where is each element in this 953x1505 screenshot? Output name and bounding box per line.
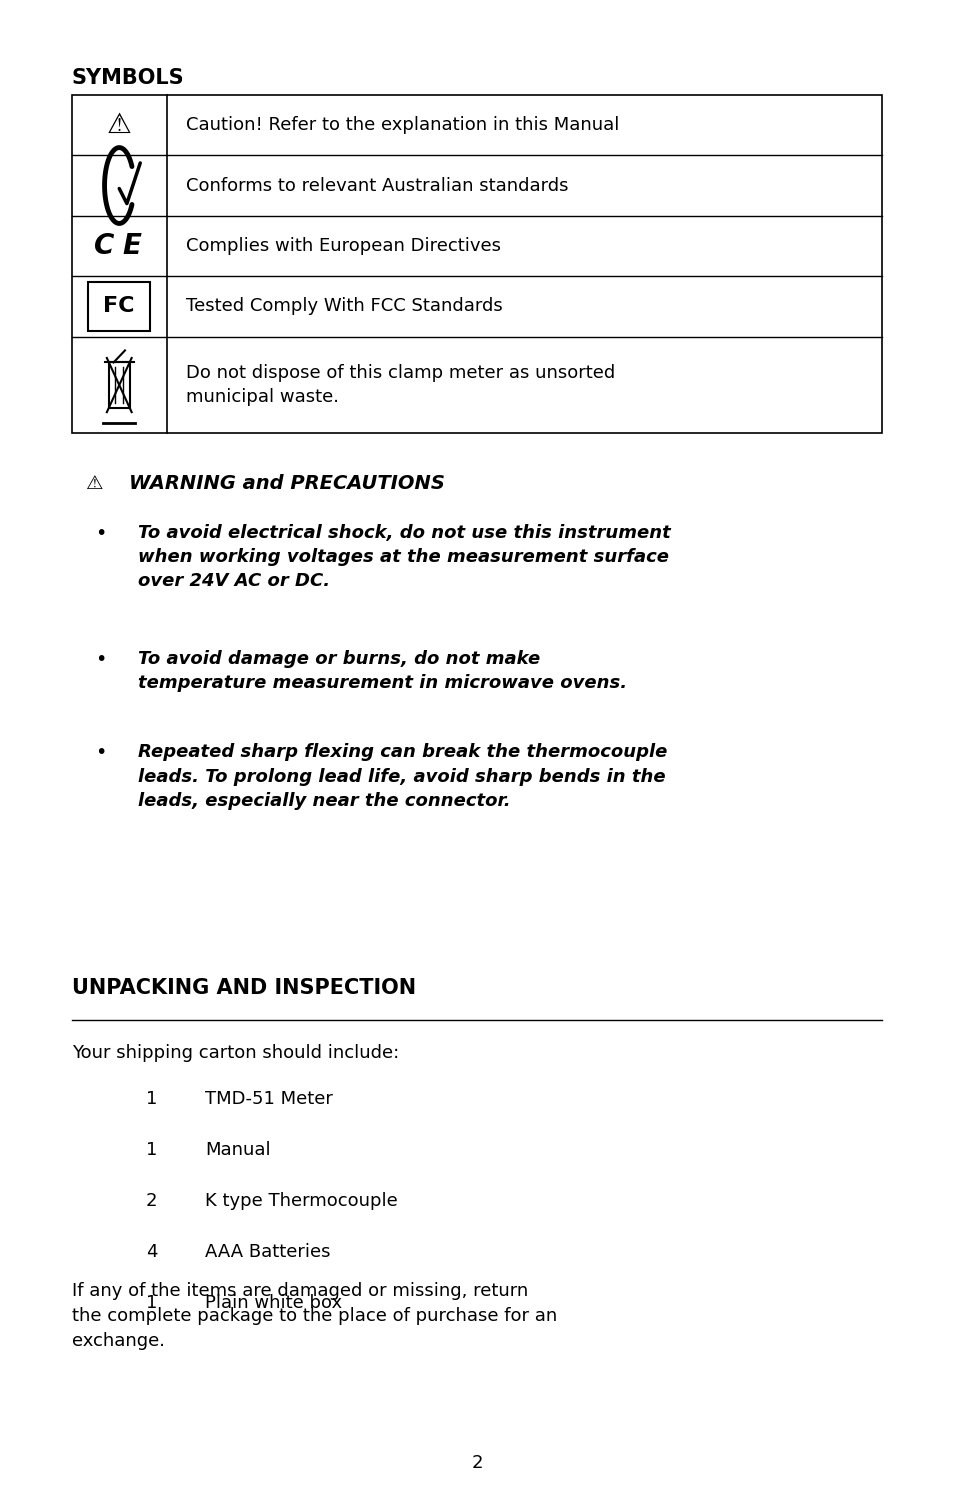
Text: Tested Comply With FCC Standards: Tested Comply With FCC Standards bbox=[186, 298, 502, 316]
Text: •: • bbox=[95, 743, 107, 763]
Bar bbox=[109, 363, 130, 408]
Text: TMD-51 Meter: TMD-51 Meter bbox=[205, 1090, 333, 1108]
Bar bbox=[88, 283, 151, 331]
Text: K type Thermocouple: K type Thermocouple bbox=[205, 1192, 397, 1210]
Text: 2: 2 bbox=[146, 1192, 157, 1210]
Text: SYMBOLS: SYMBOLS bbox=[71, 68, 184, 87]
Text: E: E bbox=[122, 232, 141, 260]
Text: To avoid electrical shock, do not use this instrument
when working voltages at t: To avoid electrical shock, do not use th… bbox=[138, 524, 670, 590]
Text: Do not dispose of this clamp meter as unsorted
municipal waste.: Do not dispose of this clamp meter as un… bbox=[186, 364, 615, 406]
Text: C: C bbox=[94, 232, 114, 260]
Text: Repeated sharp flexing can break the thermocouple
leads. To prolong lead life, a: Repeated sharp flexing can break the the… bbox=[138, 743, 667, 810]
Text: •: • bbox=[95, 650, 107, 670]
Text: Complies with European Directives: Complies with European Directives bbox=[186, 236, 500, 254]
Text: 4: 4 bbox=[146, 1243, 157, 1261]
Text: Plain white box: Plain white box bbox=[205, 1294, 342, 1312]
Text: 1: 1 bbox=[146, 1090, 157, 1108]
Text: 1: 1 bbox=[146, 1294, 157, 1312]
Text: AAA Batteries: AAA Batteries bbox=[205, 1243, 331, 1261]
Text: Manual: Manual bbox=[205, 1141, 271, 1159]
Text: •: • bbox=[95, 524, 107, 543]
Bar bbox=[71, 95, 882, 433]
Text: ⚠: ⚠ bbox=[107, 111, 132, 138]
Text: If any of the items are damaged or missing, return
the complete package to the p: If any of the items are damaged or missi… bbox=[71, 1282, 557, 1350]
Text: Your shipping carton should include:: Your shipping carton should include: bbox=[71, 1044, 398, 1063]
Text: ⚠: ⚠ bbox=[86, 474, 103, 494]
Text: Conforms to relevant Australian standards: Conforms to relevant Australian standard… bbox=[186, 176, 568, 194]
Text: Caution! Refer to the explanation in this Manual: Caution! Refer to the explanation in thi… bbox=[186, 116, 618, 134]
Text: To avoid damage or burns, do not make
temperature measurement in microwave ovens: To avoid damage or burns, do not make te… bbox=[138, 650, 627, 692]
Text: 2: 2 bbox=[471, 1454, 482, 1472]
Text: UNPACKING AND INSPECTION: UNPACKING AND INSPECTION bbox=[71, 978, 416, 998]
Text: 1: 1 bbox=[146, 1141, 157, 1159]
Text: WARNING and PRECAUTIONS: WARNING and PRECAUTIONS bbox=[129, 474, 444, 494]
Text: FC: FC bbox=[103, 296, 135, 316]
